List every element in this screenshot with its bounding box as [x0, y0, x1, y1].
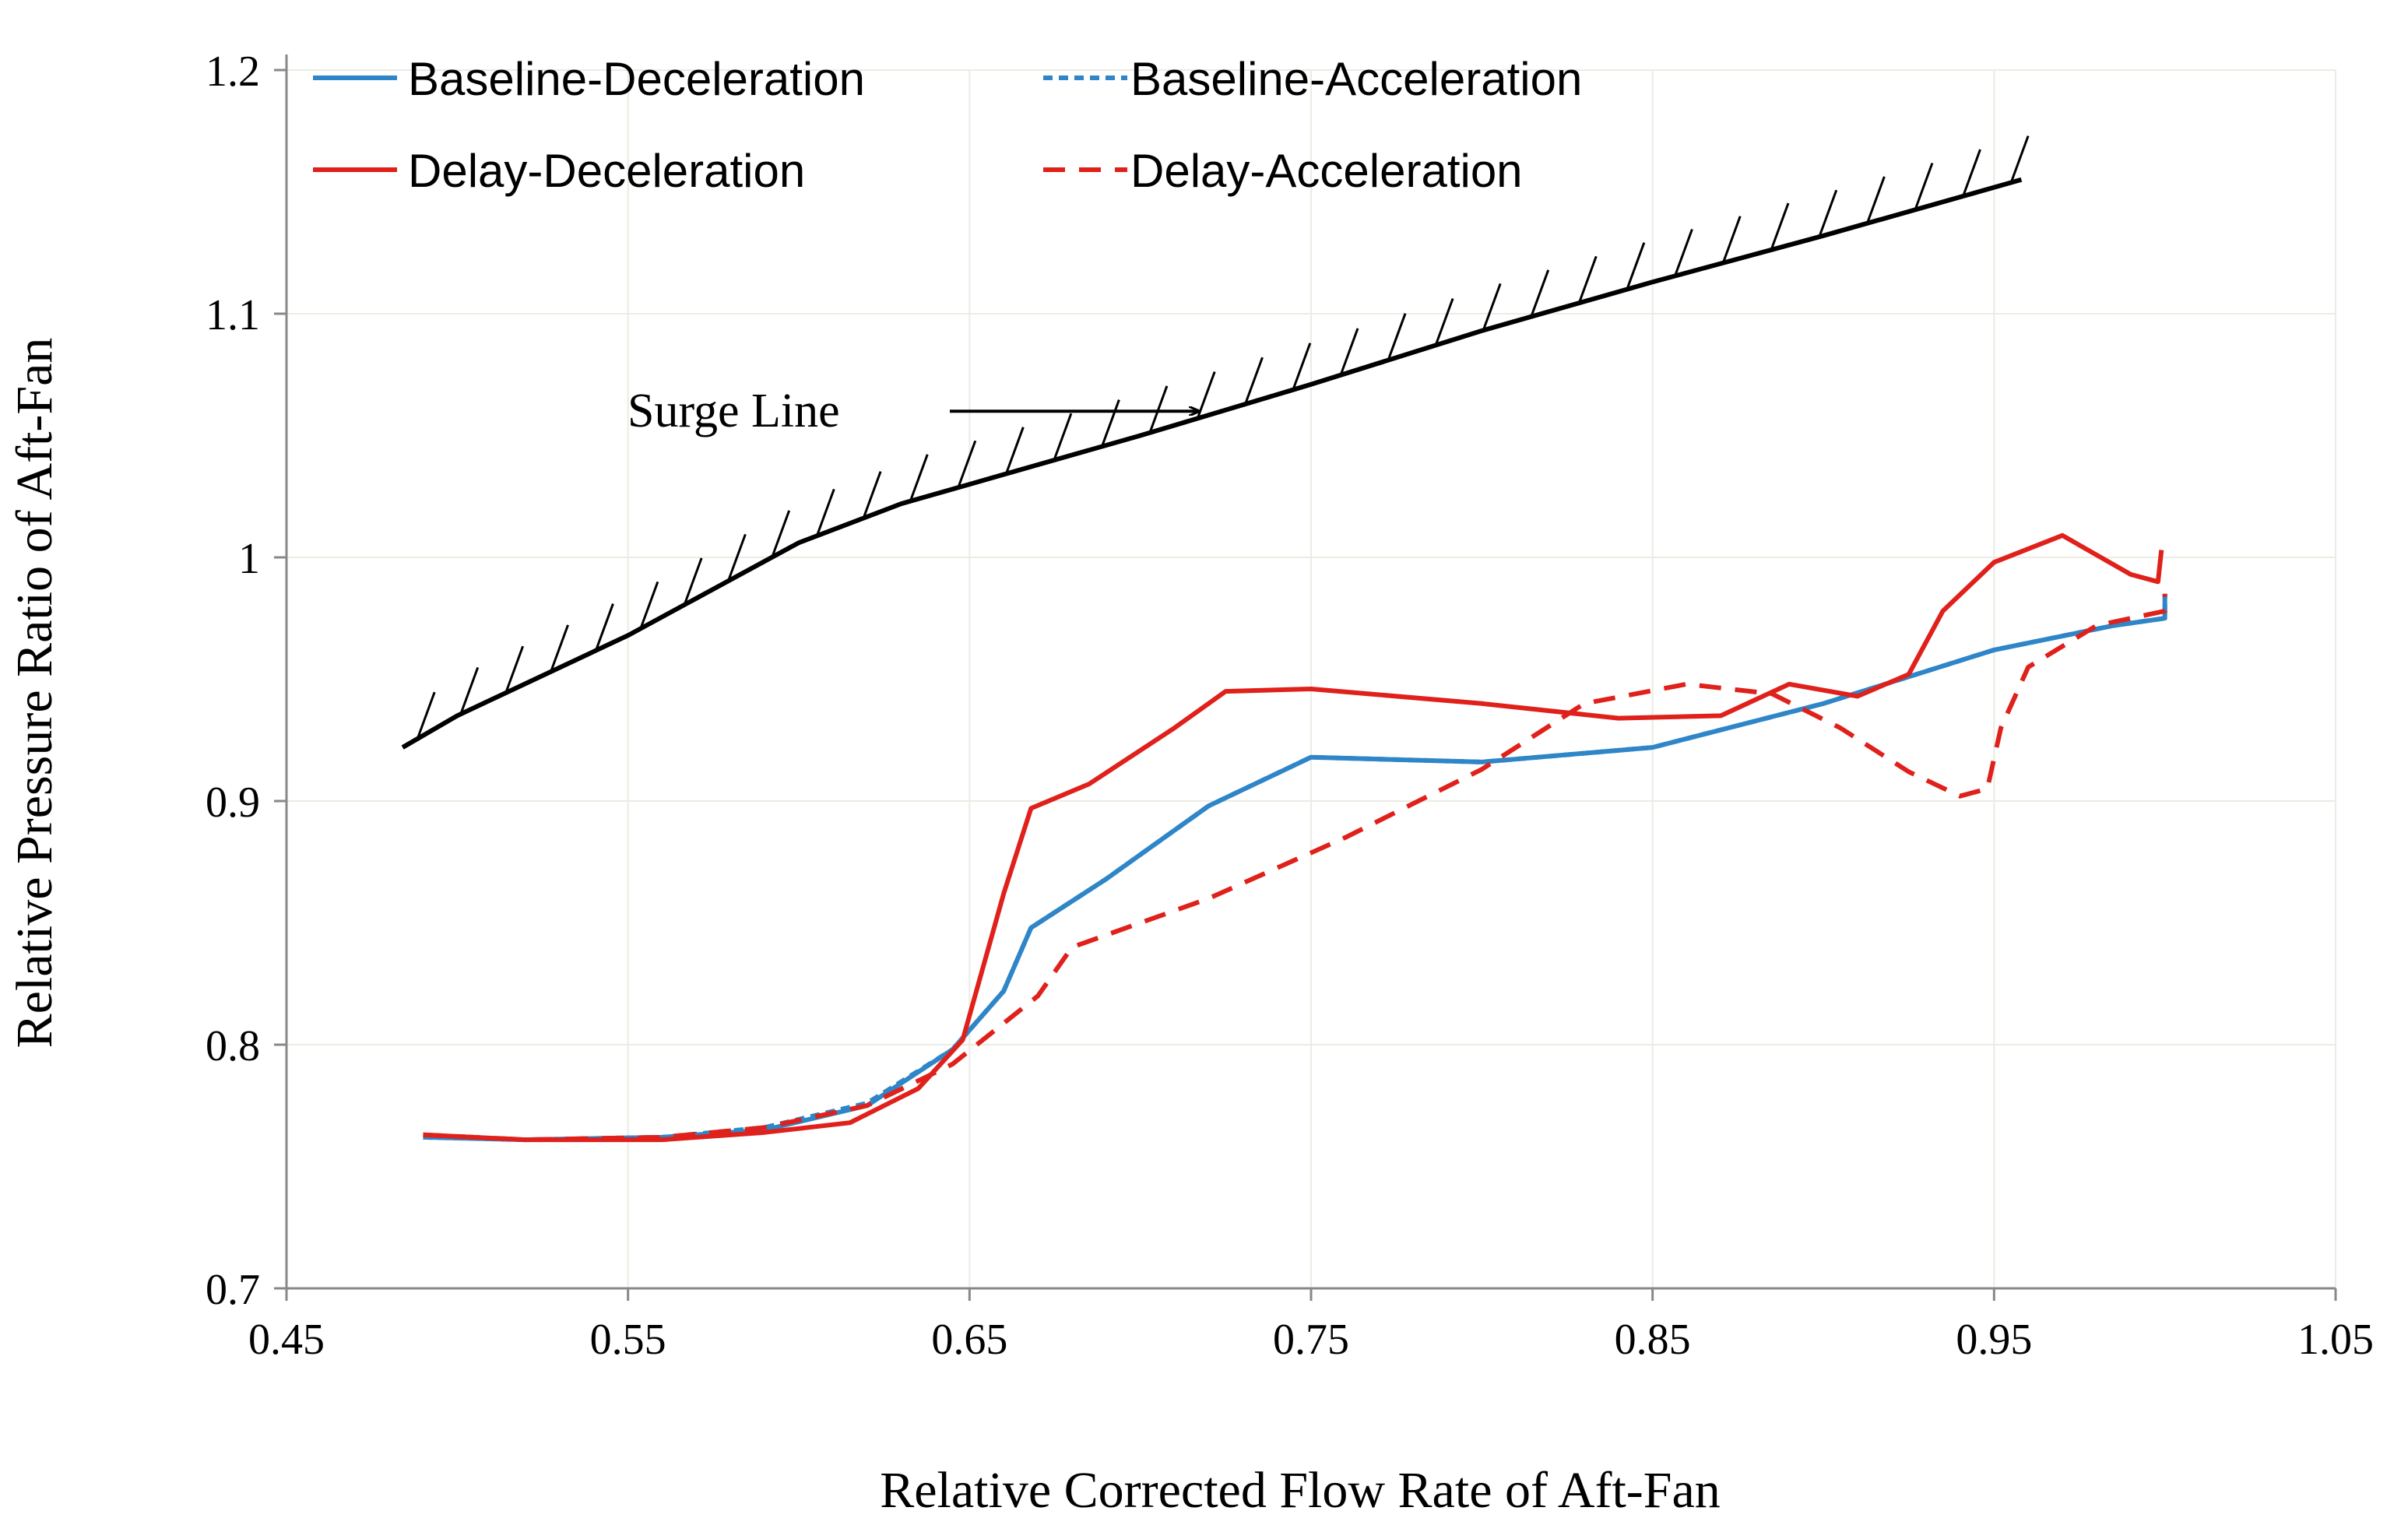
- legend-item-baseline-deceleration: Baseline-Deceleration: [313, 53, 865, 105]
- surge-hatch: [2009, 135, 2030, 184]
- surge-hatch: [1865, 176, 1886, 224]
- surge-hatch: [1387, 313, 1407, 361]
- x-tick-label: 0.75: [1273, 1316, 1349, 1364]
- surge-hatch: [726, 533, 747, 582]
- surge-hatch: [1053, 413, 1073, 461]
- legend-label: Delay-Acceleration: [1130, 145, 1523, 197]
- surge-hatch: [1721, 216, 1742, 264]
- surge-hatch: [862, 471, 882, 519]
- series-line-baseline-acceleration: [423, 593, 2167, 1143]
- surge-hatch: [1626, 242, 1646, 290]
- y-tick-label: 1.2: [206, 47, 260, 96]
- y-tick-label: 0.7: [206, 1266, 260, 1314]
- surge-hatch: [957, 440, 977, 488]
- y-axis-ticks: 0.7 0.8 0.9 1 1.1 1.2: [206, 47, 286, 1314]
- legend-label: Delay-Deceleration: [408, 145, 805, 197]
- surge-line: [401, 177, 2023, 750]
- x-axis-ticks: 0.45 0.55 0.65 0.75 0.85 0.95 1.05: [248, 1288, 2374, 1364]
- surge-hatch: [1004, 427, 1025, 475]
- x-tick-label: 0.45: [248, 1316, 325, 1364]
- surge-hatch: [1196, 371, 1216, 419]
- surge-line-hatches: [416, 135, 2030, 740]
- series-line-delay-deceleration: [423, 532, 2164, 1143]
- surge-hatch: [1292, 343, 1312, 391]
- surge-hatch: [1577, 255, 1598, 304]
- series-line-delay-acceleration: [423, 593, 2167, 1143]
- surge-hatch: [815, 488, 835, 536]
- surge-line-annotation: Surge Line: [627, 385, 1198, 437]
- x-axis-title: Relative Corrected Flow Rate of Aft-Fan: [880, 1462, 1721, 1519]
- surge-hatch: [1674, 228, 1693, 277]
- legend-item-baseline-acceleration: Baseline-Acceleration: [1043, 53, 1582, 105]
- grid-lines: [286, 69, 2336, 1288]
- legend-label: Baseline-Deceleration: [408, 53, 865, 105]
- y-tick-label: 1.1: [206, 291, 260, 339]
- surge-hatch: [639, 581, 659, 629]
- series-layer: [423, 532, 2167, 1143]
- y-axis-title: Relative Pressure Ratio of Aft-Fan: [6, 338, 63, 1049]
- surge-hatch: [504, 645, 525, 694]
- surge-line-label: Surge Line: [627, 385, 840, 437]
- x-tick-label: 0.85: [1615, 1316, 1691, 1364]
- surge-hatch: [683, 557, 703, 606]
- legend-item-delay-deceleration: Delay-Deceleration: [313, 145, 805, 197]
- surge-hatch: [1244, 357, 1264, 405]
- surge-hatch: [1482, 283, 1502, 331]
- surge-hatch: [1101, 399, 1120, 448]
- x-tick-label: 0.55: [590, 1316, 666, 1364]
- surge-hatch: [416, 691, 436, 740]
- surge-hatch: [1770, 202, 1790, 251]
- surge-hatch: [1339, 328, 1359, 376]
- surge-hatch: [459, 666, 480, 715]
- x-tick-label: 0.95: [1956, 1316, 2032, 1364]
- y-tick-label: 0.8: [206, 1022, 260, 1070]
- x-tick-label: 0.65: [931, 1316, 1007, 1364]
- surge-hatch: [1530, 269, 1550, 318]
- surge-hatch: [771, 510, 791, 558]
- y-tick-label: 0.9: [206, 778, 260, 827]
- surge-hatch: [1434, 297, 1454, 346]
- y-tick-label: 1: [238, 535, 260, 583]
- surge-hatch: [1148, 385, 1169, 434]
- legend-item-delay-acceleration: Delay-Acceleration: [1043, 145, 1523, 197]
- surge-hatch: [1962, 149, 1981, 197]
- surge-hatch: [909, 454, 929, 502]
- surge-hatch: [550, 624, 569, 673]
- surge-hatch: [1818, 189, 1838, 237]
- surge-hatch: [1914, 162, 1934, 210]
- x-tick-label: 1.05: [2297, 1316, 2374, 1364]
- surge-hatch: [595, 603, 614, 652]
- legend-label: Baseline-Acceleration: [1130, 53, 1582, 105]
- legend: Baseline-Deceleration Baseline-Accelerat…: [313, 53, 1582, 197]
